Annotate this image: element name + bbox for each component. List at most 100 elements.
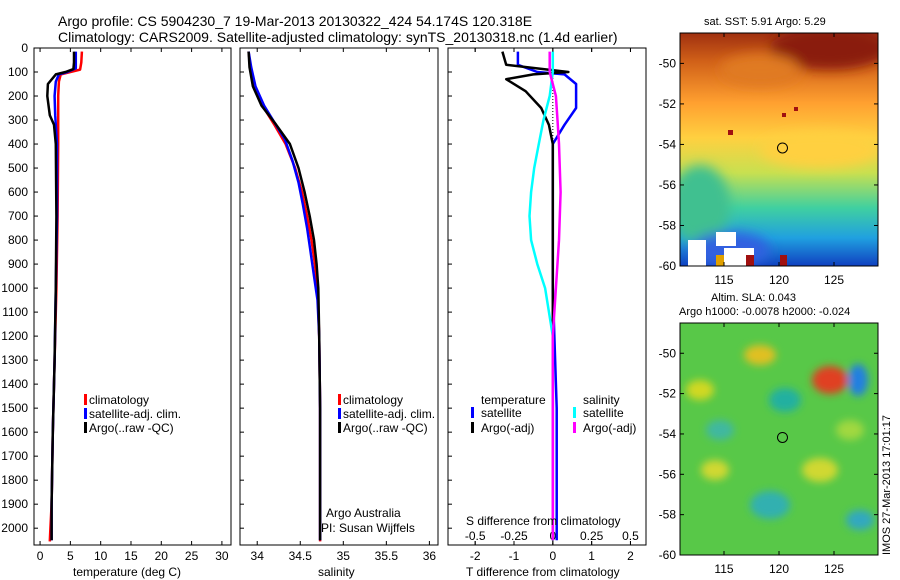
- legend-swatch-s-satellite: [573, 407, 576, 418]
- x-tick-label: 30: [215, 549, 229, 563]
- sla-field: [680, 323, 878, 555]
- x-tick-label: 36: [423, 549, 437, 563]
- legend-swatch-climatology: [338, 394, 341, 405]
- sla-map-title: Altim. SLA: 0.043: [711, 292, 796, 304]
- legend-label-s-argo: Argo(-adj): [583, 421, 636, 435]
- x-tick-label: 2: [627, 549, 634, 563]
- y-tick-label: 0: [21, 41, 28, 55]
- x-tick-label: 35.5: [375, 549, 399, 563]
- salinity-series: [247, 51, 322, 542]
- sla-low-patch: [846, 510, 874, 530]
- temperature-series: [46, 51, 84, 542]
- legend-label-argo: Argo(..raw -QC): [89, 421, 174, 435]
- series-line-argo-raw-qc: [46, 51, 76, 541]
- y-tick-label: 900: [8, 257, 28, 271]
- x-tick-label: 0: [549, 549, 556, 563]
- map-y-tick-label: -54: [659, 427, 677, 441]
- map-y-tick-label: -56: [659, 178, 677, 192]
- sst-yellow-patch: [760, 132, 878, 168]
- map-y-tick-label: -52: [659, 97, 677, 111]
- salinity-x-axis: 34 34.5 35 35.5 36: [251, 48, 437, 563]
- salinity-legend: climatology satellite-adj. clim. Argo(..…: [338, 393, 435, 435]
- x-tick-label: 0.5: [622, 529, 639, 543]
- sst-pixel: [728, 130, 733, 135]
- map-y-tick-label: -60: [659, 548, 677, 562]
- legend-swatch-argo: [84, 422, 87, 433]
- y-tick-label: 1100: [2, 305, 28, 319]
- temperature-x-axis: 0 5 10 15 20 25 30: [37, 48, 229, 563]
- temperature-axes-box: [33, 47, 232, 546]
- legend-swatch-satellite: [338, 408, 341, 419]
- map-y-tick-label: -56: [659, 467, 677, 481]
- legend-label-t-satellite: satellite: [481, 406, 522, 420]
- sst-map-title: sat. SST: 5.91 Argo: 5.29: [704, 16, 826, 28]
- difference-legend: temperature salinity satellite Argo(-adj…: [471, 393, 636, 435]
- sst-missing-data: [688, 240, 706, 266]
- legend-label-climatology: climatology: [343, 393, 403, 407]
- map-x-tick-label: 115: [714, 273, 733, 287]
- series-line-argo-raw-qc: [247, 51, 322, 541]
- map-x-tick-label: 125: [824, 273, 844, 287]
- sla-high-patch: [701, 460, 729, 480]
- sla-low-patch: [750, 491, 790, 519]
- map-y-tick-label: -58: [659, 508, 677, 522]
- sst-map-axes: 115 120 125 -60 -58 -56 -54 -52 -50: [659, 33, 878, 287]
- imos-timestamp: IMOS 27-Mar-2013 17:01:17: [881, 415, 893, 555]
- y-tick-label: 1900: [1, 497, 28, 511]
- sst-field: [680, 33, 878, 266]
- legend-label-satellite: satellite-adj. clim.: [343, 407, 435, 421]
- y-tick-label: 1500: [1, 401, 28, 415]
- x-tick-label: -1: [509, 549, 520, 563]
- salinity-panel: 34 34.5 35 35.5 36 salinity climatology sate…: [239, 47, 439, 579]
- x-tick-label: 0: [37, 549, 44, 563]
- sst-pixel: [746, 255, 754, 266]
- legend-label-argo: Argo(..raw -QC): [343, 421, 428, 435]
- sst-pixel: [780, 255, 787, 266]
- argo-float-marker: [776, 431, 788, 443]
- legend-swatch-argo: [338, 422, 341, 433]
- y-tick-label: 1700: [1, 449, 28, 463]
- depth-axis: 0 100 200 300 400 500 600 700 800 900 1000 1100 1200…: [1, 41, 452, 535]
- x-tick-label: 5: [67, 549, 74, 563]
- difference-axes-box: [447, 47, 647, 546]
- sst-pixel: [716, 255, 724, 266]
- map-x-tick-label: 120: [769, 273, 789, 287]
- s-difference-xlabel: S difference from climatology: [466, 514, 621, 528]
- y-tick-label: 700: [8, 209, 28, 223]
- legend-swatch-satellite: [84, 408, 87, 419]
- credit-argo-australia: Argo Australia: [326, 506, 401, 520]
- sla-map: Altim. SLA: 0.043 Argo h1000: -0.0078 h2…: [659, 292, 893, 576]
- x-tick-label: 35: [337, 549, 351, 563]
- sst-pixel: [782, 113, 786, 117]
- y-tick-label: 1000: [1, 281, 28, 295]
- difference-series: [501, 51, 578, 541]
- y-tick-label: 100: [8, 65, 28, 79]
- legend-label-t-argo: Argo(-adj): [481, 421, 534, 435]
- series-line-s-argo-adj: [548, 51, 562, 541]
- y-tick-label: 400: [8, 137, 28, 151]
- map-y-tick-label: -60: [659, 259, 677, 273]
- sla-low-patch: [848, 364, 868, 396]
- sla-high-patch: [812, 366, 848, 394]
- sst-cool-patch: [680, 165, 730, 245]
- y-tick-label: 1600: [1, 425, 28, 439]
- sst-warm-patch: [770, 33, 878, 70]
- sla-high-patch: [802, 458, 838, 482]
- map-y-tick-label: -58: [659, 218, 677, 232]
- legend-label-s-satellite: satellite: [583, 406, 624, 420]
- x-tick-label: 15: [124, 549, 138, 563]
- series-line-climatology: [247, 51, 322, 542]
- sst-map: sat. SST: 5.91 Argo: 5.29 115 120 125 -60 -5…: [659, 16, 879, 287]
- map-y-tick-label: -50: [659, 346, 677, 360]
- y-tick-label: 200: [8, 89, 28, 103]
- x-tick-label: 34: [251, 549, 265, 563]
- x-tick-label: -0.5: [465, 529, 486, 543]
- y-tick-label: 500: [8, 161, 28, 175]
- legend-swatch-t-argo: [471, 422, 474, 433]
- legend-swatch-s-argo: [573, 422, 576, 433]
- figure-title-line2: Climatology: CARS2009. Satellite-adjuste…: [58, 29, 618, 45]
- y-tick-label: 1800: [1, 473, 28, 487]
- sla-high-patch: [686, 380, 714, 400]
- y-tick-label: 1300: [1, 353, 28, 367]
- x-tick-label: 34.5: [289, 549, 313, 563]
